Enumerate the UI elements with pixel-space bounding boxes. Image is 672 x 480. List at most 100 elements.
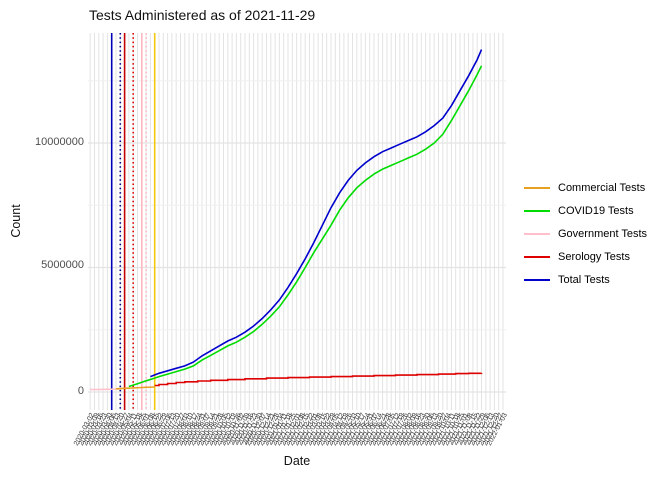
x-tick-label: 2021-12-27 [481,412,505,447]
x-tick-label: 2021-12-06 [468,412,492,447]
y-tick-label-5000000: 5000000 [41,259,84,271]
x-tick-label: 2021-05-03 [335,412,359,447]
x-tick-label: 2021-11-15 [456,412,480,447]
x-tick-label: 2021-08-23 [404,412,428,447]
x-tick-label: 2021-03-22 [309,412,333,447]
legend: Commercial Tests COVID19 Tests Government … [524,176,647,291]
series-line-serology-tests [154,372,483,387]
x-tick-label: 2020-11-09 [228,412,252,447]
x-tick-label: 2020-12-14 [249,412,273,447]
legend-item: COVID19 Tests [524,199,647,222]
x-tick-label: 2021-02-22 [292,412,316,447]
x-tick-label: 2020-12-07 [245,412,269,447]
x-tick-label: 2020-07-20 [159,412,183,447]
x-tick-label: 2021-10-11 [434,412,458,447]
legend-item: Government Tests [524,222,647,245]
x-tick-label: 2020-10-12 [210,412,234,447]
x-tick-label: 2020-08-24 [180,412,204,447]
x-tick-label: 2021-10-18 [438,412,462,447]
x-tick-label: 2020-04-27 [107,412,131,447]
x-tick-label: 2020-04-06 [94,412,118,447]
y-tick-label-0: 0 [77,385,84,397]
x-tick-label: 2020-04-20 [103,412,127,447]
series-line-total-tests [150,49,483,378]
x-tick-label: 2021-05-17 [344,412,368,447]
x-tick-label: 2021-03-08 [301,412,325,447]
x-tick-label: 2021-08-30 [408,412,432,447]
legend-item: Serology Tests [524,245,647,268]
x-tick-label: 2020-07-06 [150,412,174,447]
x-tick-label: 2021-07-05 [374,412,398,447]
x-tick-label: 2020-09-28 [202,412,226,447]
x-tick-label: 2021-01-04 [262,412,286,447]
legend-key-line [524,232,550,235]
x-tick-label: 2020-06-29 [146,412,170,447]
x-tick-label: 2020-11-16 [232,412,256,447]
x-tick-label: 2020-05-25 [124,412,148,447]
legend-key-line [524,278,550,281]
x-tick-label: 2020-03-30 [90,412,114,447]
x-tick-label: 2020-06-08 [133,412,157,447]
x-tick-label: 2020-06-15 [137,412,161,447]
x-tick-label: 2020-09-21 [198,412,222,447]
x-tick-label: 2021-08-02 [391,412,415,447]
legend-item-label: Commercial Tests [558,181,646,194]
x-tick-label: 2020-12-28 [258,412,282,447]
x-tick-label: 2020-10-26 [219,412,243,447]
x-tick-label: 2021-07-12 [378,412,402,447]
x-tick-label: 2021-11-29 [464,412,488,447]
x-tick-label: 2020-08-10 [172,412,196,447]
x-tick-label: 2020-09-07 [189,412,213,447]
x-tick-label: 2020-07-13 [155,412,179,447]
x-tick-label: 2021-03-15 [305,412,329,447]
x-tick-label: 2021-12-20 [477,412,501,447]
legend-key-line [524,255,550,258]
x-tick-label: 2022-01-03 [486,412,510,447]
plot-panel [88,33,506,410]
legend-key-line [524,209,550,212]
series-line-commercial-tests [115,386,155,390]
legend-item-label: Total Tests [558,273,610,286]
legend-item-label: Serology Tests [558,250,630,263]
series-line-government-tests [90,388,121,391]
x-tick-label: 2020-09-14 [193,412,217,447]
x-tick-label: 2021-07-19 [382,412,406,447]
legend-key-line [524,186,550,189]
x-tick-label: 2021-05-31 [352,412,376,447]
x-tick-label: 2021-01-18 [271,412,295,447]
x-tick-label: 2021-02-15 [288,412,312,447]
x-tick-label: 2020-11-02 [224,412,247,447]
legend-item: Total Tests [524,268,647,291]
x-tick-label: 2021-05-24 [348,412,372,447]
series-line-covid19-tests [128,65,483,388]
legend-item-label: Government Tests [558,227,648,240]
legend-item-label: COVID19 Tests [558,204,634,217]
x-tick-label: 2021-11-22 [460,412,484,447]
x-tick-label: 2021-05-10 [339,412,363,447]
x-tick-label: 2020-03-16 [81,412,105,447]
x-tick-label: 2021-09-20 [421,412,445,447]
y-axis-title: Count [9,204,23,238]
x-tick-label: 2021-11-01 [447,412,471,447]
x-tick-label: 2021-02-01 [279,412,303,447]
x-tick-label: 2021-12-13 [473,412,497,447]
plot-area-svg [88,33,506,410]
x-tick-label: 2021-01-11 [267,412,290,447]
x-tick-label: 2020-12-21 [253,412,277,447]
x-tick-label: 2020-10-19 [215,412,239,447]
x-tick-label: 2020-05-04 [112,412,136,447]
x-tick-label: 2020-05-11 [116,412,140,447]
x-tick-label: 2021-09-27 [425,412,449,447]
x-tick-label: 2020-11-30 [241,412,265,447]
x-tick-label: 2020-08-03 [167,412,191,447]
y-tick-label-10000000: 10000000 [35,136,84,148]
x-tick-label: 2021-08-09 [395,412,419,447]
x-tick-label: 2020-03-02 [73,412,97,447]
x-tick-label: 2020-06-22 [142,412,166,447]
x-tick-label: 2021-06-14 [361,412,385,447]
x-tick-label: 2021-03-29 [314,412,338,447]
x-tick-label: 2021-06-28 [370,412,394,447]
x-tick-label: 2021-09-13 [417,412,441,447]
x-tick-label: 2021-01-25 [275,412,299,447]
